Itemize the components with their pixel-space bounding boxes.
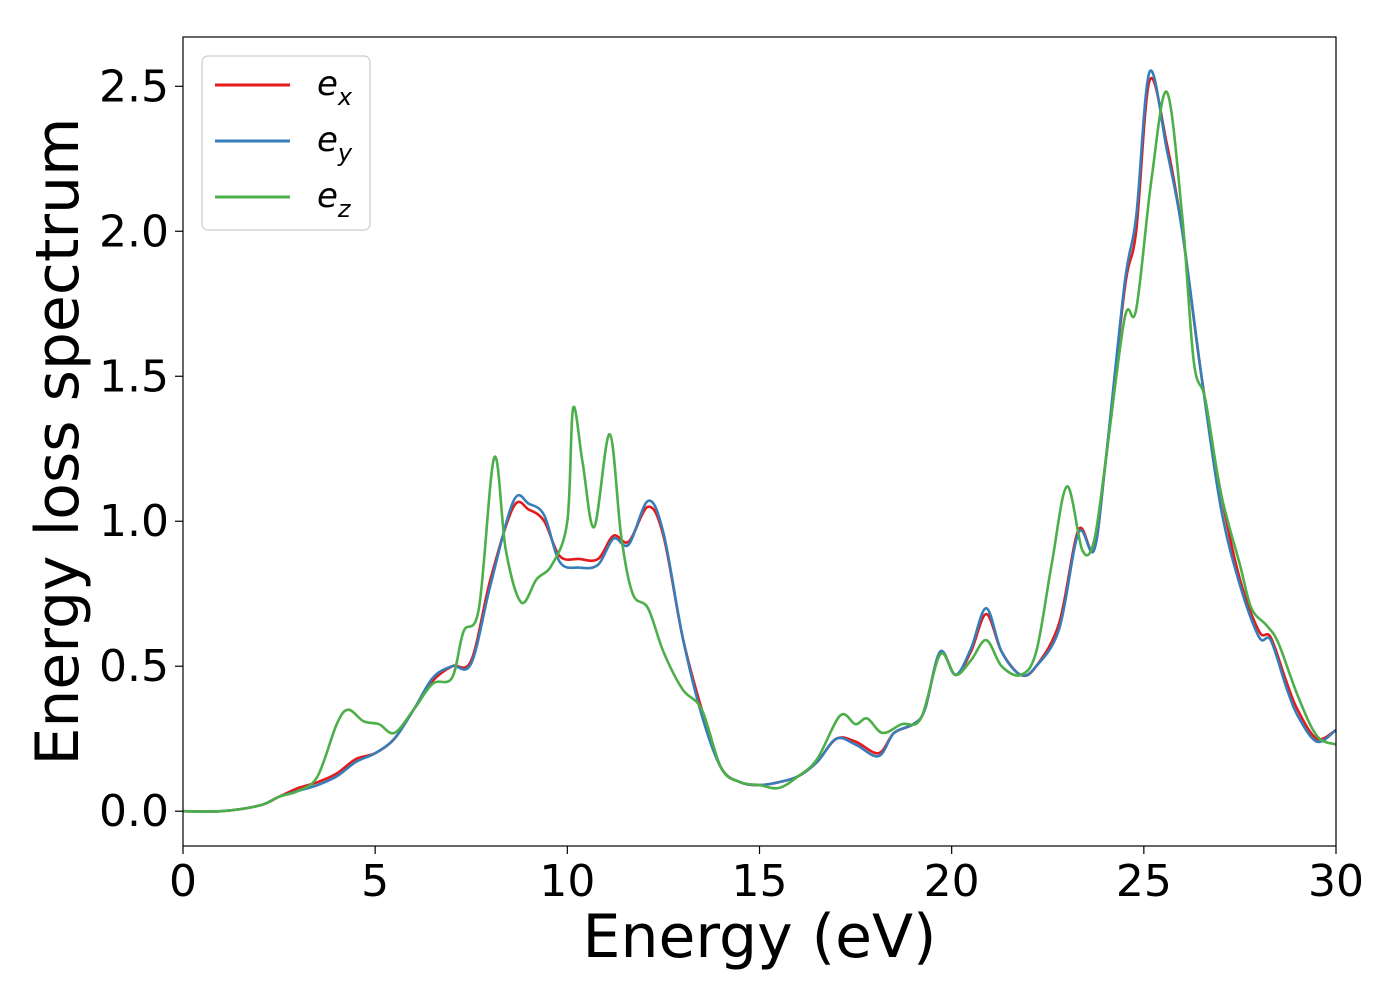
x-tick-label: 25 bbox=[1116, 856, 1172, 907]
y-tick-label: 2.0 bbox=[99, 206, 169, 257]
y-tick-label: 2.5 bbox=[99, 61, 169, 112]
legend-box bbox=[201, 55, 371, 231]
x-tick-label: 0 bbox=[169, 856, 197, 907]
legend: ex ey ez bbox=[201, 55, 371, 231]
y-tick-label: 0.0 bbox=[99, 786, 169, 837]
series-line-ey bbox=[183, 69, 1336, 813]
legend-entry-ey: ey bbox=[215, 120, 353, 167]
ticks-layer: 0 5 10 15 20 25 30 0.0 0.5 1.0 1.5 2.0 2.5 bbox=[99, 61, 1364, 907]
y-tick-label: 1.0 bbox=[99, 496, 169, 547]
legend-label-ey: ey bbox=[317, 120, 353, 167]
x-tick-label: 10 bbox=[539, 856, 595, 907]
x-tick-label: 20 bbox=[924, 856, 980, 907]
x-tick-label: 15 bbox=[732, 856, 788, 907]
legend-label-ex: ex bbox=[317, 64, 353, 111]
y-tick-label: 0.5 bbox=[99, 641, 169, 692]
y-axis-label: Energy loss spectrum bbox=[23, 117, 93, 765]
series-line-ez bbox=[183, 90, 1336, 813]
legend-entry-ez: ez bbox=[215, 176, 352, 223]
legend-label-ez: ez bbox=[317, 176, 352, 223]
x-tick-label: 30 bbox=[1308, 856, 1364, 907]
legend-entry-ex: ex bbox=[215, 64, 353, 111]
x-tick-label: 5 bbox=[361, 856, 389, 907]
x-axis-label: Energy (eV) bbox=[583, 902, 937, 972]
y-tick-label: 1.5 bbox=[99, 351, 169, 402]
series-layer bbox=[183, 69, 1336, 813]
